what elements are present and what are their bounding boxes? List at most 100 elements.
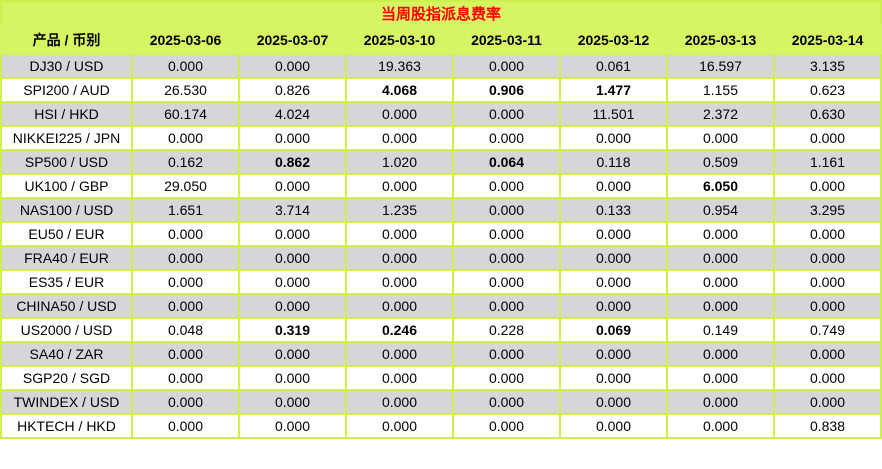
rate-cell: 0.000 xyxy=(238,221,347,247)
rate-cell: 0.000 xyxy=(559,221,668,247)
date-column-header: 2025-03-10 xyxy=(345,24,454,55)
rate-cell: 0.000 xyxy=(345,269,454,295)
rate-cell: 1.155 xyxy=(666,77,775,103)
rate-cell: 0.000 xyxy=(238,341,347,367)
rate-cell: 0.000 xyxy=(131,53,240,79)
rate-cell: 0.000 xyxy=(345,293,454,319)
rate-cell: 0.000 xyxy=(559,173,668,199)
rate-cell: 0.000 xyxy=(131,413,240,439)
rate-cell: 0.000 xyxy=(238,293,347,319)
rate-cell: 19.363 xyxy=(345,53,454,79)
rate-cell: 3.135 xyxy=(773,53,882,79)
rate-cell: 0.000 xyxy=(666,341,775,367)
rate-cell: 0.000 xyxy=(559,293,668,319)
rate-cell: 0.064 xyxy=(452,149,561,175)
rate-cell: 0.862 xyxy=(238,149,347,175)
rate-cell: 29.050 xyxy=(131,173,240,199)
product-label: SPI200 / AUD xyxy=(0,77,133,103)
product-label: EU50 / EUR xyxy=(0,221,133,247)
table-row: EU50 / EUR 0.000 0.000 0.000 0.000 0.000 0.000… xyxy=(0,221,882,247)
rate-cell: 0.000 xyxy=(345,125,454,151)
rate-cell: 0.000 xyxy=(773,293,882,319)
rate-cell: 0.954 xyxy=(666,197,775,223)
rate-cell: 0.000 xyxy=(559,413,668,439)
rate-cell: 0.319 xyxy=(238,317,347,343)
table-row: DJ30 / USD 0.000 0.000 19.363 0.000 0.061 16.5… xyxy=(0,53,882,79)
rate-cell: 0.000 xyxy=(773,365,882,391)
rate-cell: 0.000 xyxy=(345,413,454,439)
rate-cell: 0.000 xyxy=(452,269,561,295)
table-row: NIKKEI225 / JPN 0.000 0.000 0.000 0.000 0.000… xyxy=(0,125,882,151)
rate-cell: 0.000 xyxy=(452,53,561,79)
rate-cell: 1.235 xyxy=(345,197,454,223)
rate-cell: 0.228 xyxy=(452,317,561,343)
product-label: UK100 / GBP xyxy=(0,173,133,199)
rate-cell: 2.372 xyxy=(666,101,775,127)
rate-cell: 0.000 xyxy=(666,245,775,271)
table-row: SPI200 / AUD 26.530 0.826 4.068 0.906 1.477 1.… xyxy=(0,77,882,103)
rate-cell: 0.000 xyxy=(452,101,561,127)
rate-cell: 0.000 xyxy=(773,173,882,199)
rate-cell: 4.068 xyxy=(345,77,454,103)
rate-cell: 0.000 xyxy=(452,293,561,319)
date-column-header: 2025-03-06 xyxy=(131,24,240,55)
rate-cell: 0.000 xyxy=(238,389,347,415)
rate-cell: 0.509 xyxy=(666,149,775,175)
rate-cell: 1.477 xyxy=(559,77,668,103)
rate-cell: 0.000 xyxy=(131,269,240,295)
rate-cell: 0.000 xyxy=(131,245,240,271)
table-row: HSI / HKD 60.174 4.024 0.000 0.000 11.501 2.37… xyxy=(0,101,882,127)
product-label: NIKKEI225 / JPN xyxy=(0,125,133,151)
table-row: UK100 / GBP 29.050 0.000 0.000 0.000 0.000 6.0… xyxy=(0,173,882,199)
product-label: TWINDEX / USD xyxy=(0,389,133,415)
rate-cell: 3.714 xyxy=(238,197,347,223)
rate-cell: 0.149 xyxy=(666,317,775,343)
rate-cell: 0.000 xyxy=(452,365,561,391)
rate-cell: 60.174 xyxy=(131,101,240,127)
rate-cell: 26.530 xyxy=(131,77,240,103)
rate-cell: 0.000 xyxy=(559,389,668,415)
rate-cell: 1.020 xyxy=(345,149,454,175)
rate-cell: 0.000 xyxy=(452,245,561,271)
rate-cell: 0.000 xyxy=(666,389,775,415)
header-row: 产品 / 币别 2025-03-06 2025-03-07 2025-03-10 202… xyxy=(0,24,882,55)
rate-cell: 0.000 xyxy=(559,125,668,151)
rate-cell: 0.000 xyxy=(773,389,882,415)
rate-cell: 0.000 xyxy=(238,173,347,199)
dividend-rate-table: 当周股指派息费率 产品 / 币别 2025-03-06 2025-03-07 2025… xyxy=(0,0,882,439)
rate-cell: 0.000 xyxy=(452,173,561,199)
rate-cell: 6.050 xyxy=(666,173,775,199)
rate-cell: 0.000 xyxy=(238,53,347,79)
rate-cell: 0.000 xyxy=(345,389,454,415)
date-column-header: 2025-03-14 xyxy=(773,24,882,55)
date-column-header: 2025-03-11 xyxy=(452,24,561,55)
rate-cell: 0.623 xyxy=(773,77,882,103)
product-label: SP500 / USD xyxy=(0,149,133,175)
rate-cell: 0.630 xyxy=(773,101,882,127)
rate-cell: 0.000 xyxy=(666,125,775,151)
rate-cell: 0.000 xyxy=(345,245,454,271)
rate-cell: 0.000 xyxy=(773,341,882,367)
product-label: CHINA50 / USD xyxy=(0,293,133,319)
table-row: TWINDEX / USD 0.000 0.000 0.000 0.000 0.000 0.… xyxy=(0,389,882,415)
date-column-header: 2025-03-13 xyxy=(666,24,775,55)
table-row: SP500 / USD 0.162 0.862 1.020 0.064 0.118 0.50… xyxy=(0,149,882,175)
rate-cell: 0.000 xyxy=(345,221,454,247)
rate-cell: 4.024 xyxy=(238,101,347,127)
rate-cell: 0.000 xyxy=(345,341,454,367)
table-row: FRA40 / EUR 0.000 0.000 0.000 0.000 0.000 0.00… xyxy=(0,245,882,271)
rate-cell: 0.000 xyxy=(345,101,454,127)
rate-cell: 0.000 xyxy=(131,293,240,319)
rate-cell: 0.838 xyxy=(773,413,882,439)
rate-cell: 3.295 xyxy=(773,197,882,223)
rate-cell: 0.906 xyxy=(452,77,561,103)
rate-cell: 0.000 xyxy=(773,245,882,271)
rate-cell: 0.000 xyxy=(773,269,882,295)
date-column-header: 2025-03-12 xyxy=(559,24,668,55)
product-label: SA40 / ZAR xyxy=(0,341,133,367)
table-row: US2000 / USD 0.048 0.319 0.246 0.228 0.069 0.1… xyxy=(0,317,882,343)
rate-cell: 0.000 xyxy=(452,221,561,247)
table-row: NAS100 / USD 1.651 3.714 1.235 0.000 0.133 0.9… xyxy=(0,197,882,223)
rate-cell: 0.749 xyxy=(773,317,882,343)
